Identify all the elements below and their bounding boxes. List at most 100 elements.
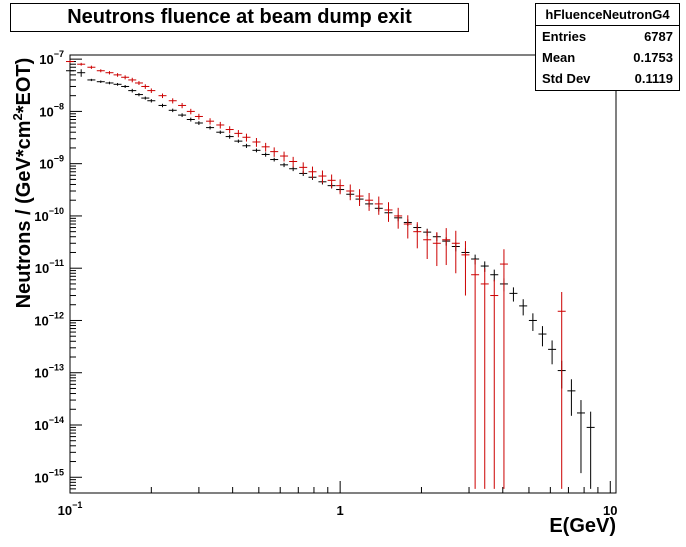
y-tick-label: 10−12 bbox=[34, 310, 64, 328]
data-point bbox=[327, 174, 336, 189]
data-point bbox=[509, 287, 518, 302]
y-tick-label-exponent: −13 bbox=[49, 363, 64, 373]
y-tick-label: 10−10 bbox=[34, 206, 64, 224]
y-tick-label: 10−11 bbox=[35, 258, 64, 276]
y-tick-label-base: 10 bbox=[39, 104, 53, 119]
y-tick-label: 10−13 bbox=[34, 363, 64, 381]
data-point bbox=[105, 81, 114, 85]
data-point bbox=[194, 113, 203, 120]
data-point bbox=[216, 121, 225, 129]
data-point bbox=[134, 81, 143, 86]
data-point bbox=[113, 82, 122, 86]
data-point bbox=[576, 400, 585, 474]
data-point bbox=[128, 88, 137, 93]
data-point bbox=[442, 228, 451, 266]
data-point bbox=[234, 130, 243, 138]
y-axis-label-part1: Neutrons / (GeV*cm bbox=[13, 120, 35, 308]
data-point bbox=[77, 62, 86, 66]
data-point bbox=[206, 125, 215, 130]
series-1 bbox=[66, 60, 566, 489]
data-point bbox=[355, 189, 364, 206]
series-0 bbox=[66, 67, 595, 489]
x-axis-label: E(GeV) bbox=[549, 515, 616, 537]
data-series-layer bbox=[66, 60, 595, 489]
data-point bbox=[289, 156, 298, 168]
data-point bbox=[121, 85, 130, 89]
data-point bbox=[413, 222, 422, 249]
data-point bbox=[96, 80, 105, 83]
x-tick-label: 1 bbox=[337, 503, 344, 518]
y-axis-ticks: 10−1510−1410−1310−1210−1110−1010−910−810… bbox=[34, 49, 82, 494]
data-point bbox=[490, 269, 499, 282]
data-point bbox=[225, 126, 234, 134]
data-point bbox=[374, 196, 383, 215]
data-point bbox=[384, 202, 393, 222]
x-tick-label-base: 10 bbox=[603, 503, 617, 518]
stats-histogram-name: hFluenceNeutronG4 bbox=[536, 4, 679, 26]
data-point bbox=[432, 232, 441, 267]
data-point bbox=[87, 78, 96, 82]
data-point bbox=[499, 249, 508, 489]
y-tick-label-exponent: −10 bbox=[49, 206, 64, 216]
data-point bbox=[147, 99, 156, 103]
data-point bbox=[490, 279, 499, 489]
data-point bbox=[308, 166, 317, 179]
data-point bbox=[548, 340, 557, 365]
data-point bbox=[186, 117, 195, 122]
y-tick-label: 10−9 bbox=[39, 154, 64, 172]
stats-value: 0.1119 bbox=[634, 71, 673, 86]
data-point bbox=[252, 148, 261, 153]
data-point bbox=[158, 103, 167, 108]
data-point bbox=[105, 71, 114, 75]
data-point bbox=[299, 162, 308, 174]
data-point bbox=[586, 411, 595, 489]
stats-value: 6787 bbox=[644, 29, 673, 44]
data-point bbox=[168, 98, 177, 104]
y-axis-label-part2: *EOT) bbox=[13, 58, 35, 114]
y-tick-label: 10−7 bbox=[39, 49, 64, 67]
data-point bbox=[538, 326, 547, 347]
data-point bbox=[365, 192, 374, 211]
y-tick-label: 10−8 bbox=[39, 101, 64, 119]
stats-value: 0.1753 bbox=[633, 50, 673, 65]
data-point bbox=[96, 69, 105, 73]
data-point bbox=[471, 258, 480, 489]
data-point bbox=[234, 139, 243, 143]
data-point bbox=[557, 292, 566, 489]
y-tick-label-exponent: −8 bbox=[54, 101, 64, 111]
y-tick-label-base: 10 bbox=[35, 261, 49, 276]
stats-label: Std Dev bbox=[542, 71, 591, 86]
data-point bbox=[403, 215, 412, 239]
data-point bbox=[141, 84, 150, 89]
data-point bbox=[280, 162, 289, 168]
data-point bbox=[225, 134, 234, 139]
data-point bbox=[87, 65, 96, 69]
data-point bbox=[261, 152, 270, 157]
data-point bbox=[186, 108, 195, 115]
data-point bbox=[270, 157, 279, 162]
plot-frame bbox=[69, 54, 617, 494]
y-axis-label: Neutrons / (GeV*cm2*EOT) bbox=[10, 58, 35, 309]
data-point bbox=[134, 92, 143, 97]
y-tick-label-base: 10 bbox=[34, 418, 48, 433]
y-tick-label: 10−14 bbox=[34, 415, 64, 433]
data-point bbox=[242, 143, 251, 148]
data-point bbox=[242, 133, 251, 142]
y-axis-label-superscript: 2 bbox=[10, 113, 25, 120]
chart-title: Neutrons fluence at beam dump exit bbox=[10, 3, 469, 32]
data-point bbox=[128, 77, 137, 83]
data-point bbox=[451, 230, 460, 274]
stats-label: Mean bbox=[542, 50, 576, 65]
stats-row-mean: Mean 0.1753 bbox=[536, 47, 679, 68]
data-point bbox=[121, 75, 130, 80]
stats-row-entries: Entries 6787 bbox=[536, 26, 679, 47]
data-point bbox=[461, 241, 470, 296]
y-tick-label-base: 10 bbox=[39, 157, 53, 172]
stats-box: hFluenceNeutronG4 Entries 6787 Mean 0.17… bbox=[535, 3, 680, 91]
y-tick-label-base: 10 bbox=[39, 52, 53, 67]
data-point bbox=[147, 88, 156, 93]
x-tick-label-base: 1 bbox=[337, 503, 344, 518]
x-tick-label: 10 bbox=[603, 503, 617, 518]
data-point bbox=[216, 130, 225, 134]
